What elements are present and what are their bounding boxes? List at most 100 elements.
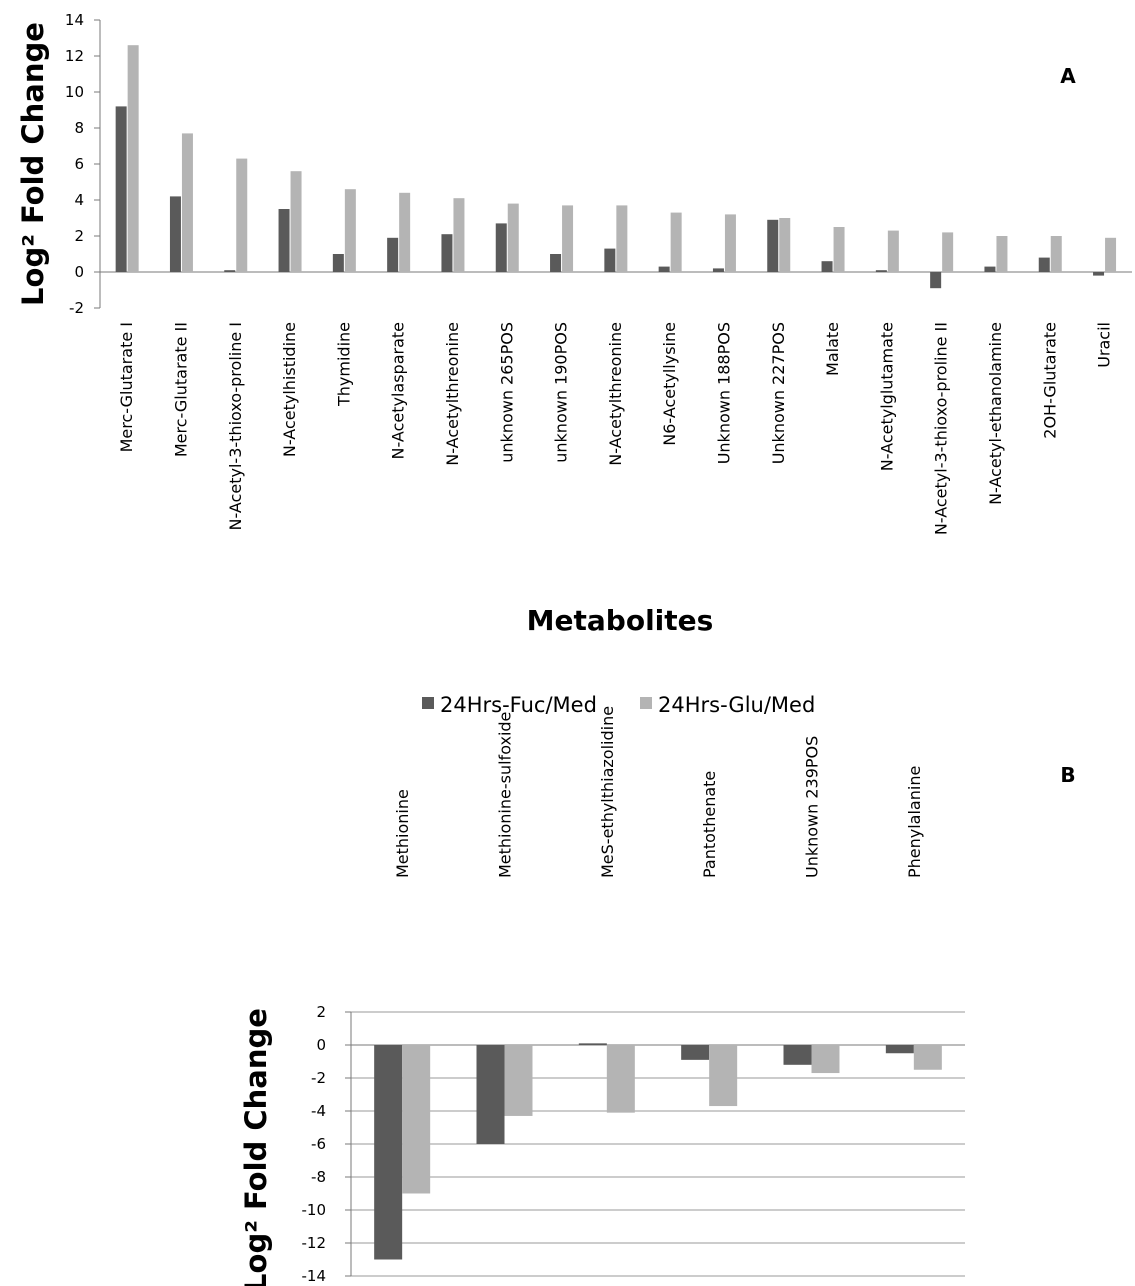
panel-a-x-axis-label: Metabolites (527, 604, 714, 637)
legend-label-glu: 24Hrs-Glu/Med (658, 693, 815, 717)
panel-b-y-tick-label: -6 (311, 1135, 326, 1153)
panel-a-bar (996, 236, 1008, 272)
panel-a-bar (875, 270, 887, 272)
panel-b-category-label: MeS-ethylthiazolidine (598, 706, 617, 878)
panel-a-category-label: N-Acetyl-3-thioxo-proline II (932, 322, 951, 535)
panel-a-category-label: Merc-Glutarate I (117, 322, 136, 452)
panel-b-y-tick-label: -4 (311, 1102, 326, 1120)
panel-a-y-axis-label: Log² Fold Change (16, 22, 50, 306)
panel-b-category-labels: Methionine Methionine-sulfoxide MeS-ethylt… (393, 706, 924, 878)
panel-a-bar (290, 171, 302, 272)
panel-b: -14-12-10-8-6-4-202 Methionine Methionine… (239, 706, 1076, 1286)
panel-a-bar (984, 266, 996, 272)
panel-a-category-label: Unknown 227POS (769, 322, 788, 464)
panel-a-bar (1038, 257, 1050, 272)
panel-a-category-label: N-Acetyl-ethanolamine (986, 322, 1005, 505)
panel-b-bar (681, 1045, 710, 1060)
panel-b-y-ticks: -14 -12 -10 -8 -6 -4 -2 0 2 (302, 1003, 351, 1285)
panel-a-category-label: unknown 265POS (497, 322, 516, 463)
panel-a-bar (507, 203, 519, 272)
panel-b-category-label: Phenylalanine (905, 766, 924, 878)
panel-a-category-label: unknown 190POS (552, 322, 571, 463)
panel-b-bar (476, 1045, 505, 1144)
panel-a-bar (387, 237, 399, 272)
panel-a-bar (550, 254, 562, 272)
panel-a-bar (670, 212, 682, 272)
legend-label-fuc: 24Hrs-Fuc/Med (440, 693, 597, 717)
panel-b-category-label: Unknown 239POS (803, 736, 822, 878)
panel-a-label: A (1060, 64, 1076, 88)
panel-b-y-tick-label: -2 (311, 1069, 326, 1087)
panel-a-bar (779, 218, 791, 272)
panel-a-bar (616, 205, 628, 272)
panel-b-y-tick-label: 2 (316, 1003, 326, 1021)
panel-a-bar (833, 227, 845, 272)
panel-b-category-label: Methionine-sulfoxide (496, 712, 515, 878)
panel-a-bar (930, 272, 942, 289)
panel-b-bar (811, 1045, 840, 1074)
panel-a-y-tick-label: 2 (74, 227, 84, 245)
panel-a-bar (658, 266, 670, 272)
panel-a-bar (278, 209, 290, 272)
legend: 24Hrs-Fuc/Med 24Hrs-Glu/Med (422, 693, 815, 717)
panel-a-bar (127, 45, 139, 273)
panel-a-bar (1093, 272, 1105, 276)
panel-a-bar (724, 214, 736, 272)
panel-a-y-tick-label: 8 (74, 119, 84, 137)
panel-a-category-label: N-Acetyl-3-thioxo-proline I (226, 322, 245, 530)
panel-b-category-label: Pantothenate (700, 771, 719, 878)
panel-a-bar (453, 198, 465, 272)
panel-b-gridlines (351, 1011, 965, 1277)
panel-b-bar (504, 1045, 533, 1116)
panel-a-bar (1050, 236, 1062, 272)
panel-b-bar (709, 1045, 738, 1107)
panel-a-category-label: N-Acetylasparate (389, 322, 408, 459)
panel-a-y-tick-label: 14 (65, 11, 84, 29)
panel-a-bar (821, 261, 833, 272)
panel-a-bar (887, 230, 899, 272)
panel-a-bar (712, 268, 724, 272)
panel-a-category-label: N6-Acetyllysine (660, 322, 679, 446)
panel-a-bar (942, 232, 954, 272)
panel-a-category-label: N-Acetylglutamate (877, 322, 896, 471)
panel-a-bar (767, 219, 779, 272)
panel-b-y-axis-label: Log² Fold Change (239, 1008, 273, 1286)
panel-b-y-tick-label: 0 (316, 1036, 326, 1054)
panel-a-y-tick-label: 12 (65, 47, 84, 65)
panel-b-y-tick-label: -14 (302, 1267, 327, 1285)
panel-b-category-label: Methionine (393, 789, 412, 878)
panel-a-bar (181, 133, 193, 272)
panel-b-label: B (1060, 763, 1075, 787)
panel-b-bar (913, 1045, 942, 1070)
panel-a-bar (224, 270, 236, 272)
panel-b-y-tick-label: -8 (311, 1168, 326, 1186)
panel-a-category-label: Unknown 188POS (714, 322, 733, 464)
panel-a-bar (495, 223, 507, 272)
panel-a-bar (236, 158, 248, 272)
panel-b-bar (885, 1045, 914, 1054)
panel-a-category-label: Malate (823, 322, 842, 376)
panel-a-y-tick-label: 6 (74, 155, 84, 173)
panel-a-y-tick-label: 4 (74, 191, 84, 209)
panel-a-bar (562, 205, 574, 272)
panel-a-bars (115, 45, 1117, 289)
legend-swatch-fuc (422, 697, 434, 709)
panel-a-bar (169, 196, 181, 272)
panel-a-category-label: N-Acetylthreonine (606, 322, 625, 466)
panel-a-category-label: Merc-Glutarate II (171, 322, 190, 457)
panel-a-y-tick-label: -2 (69, 299, 84, 317)
panel-b-y-tick-label: -12 (302, 1234, 327, 1252)
legend-swatch-glu (640, 697, 652, 709)
panel-a-bar (344, 189, 356, 272)
panel-a-y-tick-label: 10 (65, 83, 84, 101)
panel-a-category-labels: Merc-Glutarate I Merc-Glutarate II N-Acety… (117, 322, 1113, 535)
panel-a-bar (399, 192, 411, 272)
panel-a-bar (332, 254, 344, 272)
panel-a-y-ticks: -2 0 2 4 6 8 10 12 14 (65, 11, 100, 317)
panel-a-category-label: N-Acetylhistidine (280, 322, 299, 457)
panel-b-bar (578, 1043, 607, 1045)
panel-b-bar (783, 1045, 812, 1065)
panel-a-bar (441, 234, 453, 272)
